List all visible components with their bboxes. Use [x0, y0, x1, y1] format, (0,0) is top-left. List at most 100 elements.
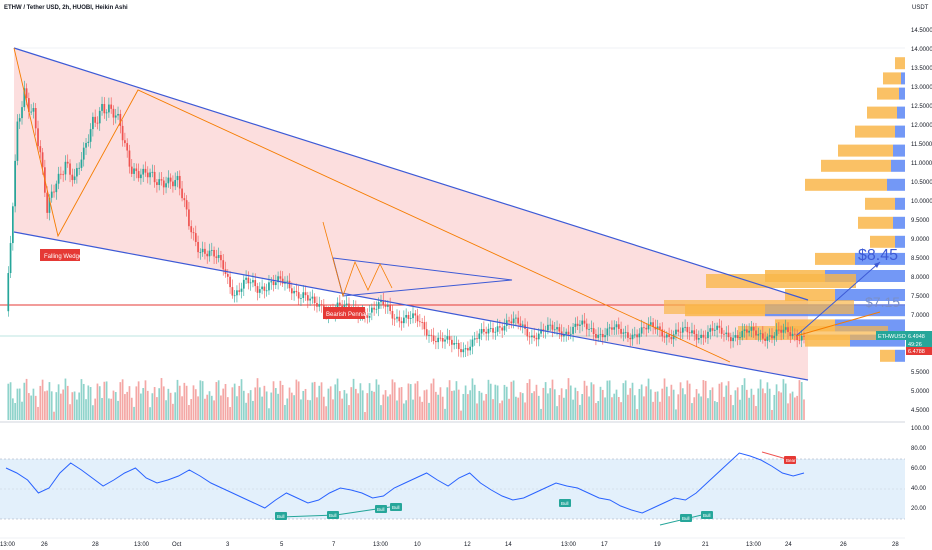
volume-bar	[627, 394, 629, 420]
candle-body	[638, 333, 641, 338]
price-tick-label: 12.5000	[911, 104, 932, 110]
candle-body	[627, 332, 629, 338]
candle-body	[464, 348, 467, 350]
bull-tag	[701, 511, 713, 519]
time-tick-label: 12	[464, 542, 471, 548]
candle-body	[398, 316, 401, 322]
candle-body	[471, 339, 474, 347]
candle-body	[537, 333, 540, 340]
volume-bar	[558, 395, 561, 420]
volume-bar	[597, 401, 600, 420]
bull-tag-label: Bull	[329, 513, 337, 518]
candle-body	[382, 300, 385, 306]
volume-bar	[133, 406, 135, 420]
candle-body	[574, 323, 577, 327]
volume-bar	[181, 396, 183, 420]
volume-bar	[309, 400, 311, 420]
candle-body	[405, 315, 407, 318]
volume-bar	[112, 390, 115, 420]
vp-row-up	[858, 216, 893, 229]
volume-bar	[469, 390, 472, 420]
candle-body	[437, 337, 440, 343]
volume-bar	[519, 392, 522, 420]
price-tick-label: 7.0000	[911, 313, 930, 319]
volume-bar	[457, 389, 460, 420]
volume-bar	[46, 390, 49, 420]
volume-bar	[585, 385, 588, 420]
candle-body	[791, 333, 794, 337]
volume-bar	[178, 385, 181, 420]
volume-bar	[215, 382, 218, 420]
volume-bar	[194, 389, 197, 420]
candle-body	[60, 173, 62, 175]
volume-bar	[544, 382, 547, 420]
volume-bar	[412, 399, 414, 420]
volume-bar	[462, 393, 465, 420]
volume-bar	[313, 381, 316, 420]
candle-body	[297, 292, 300, 299]
candle-body	[87, 141, 90, 144]
bull-tag-label: Bull	[377, 507, 385, 512]
volume-bar	[60, 393, 62, 420]
volume-bar	[14, 402, 17, 420]
candle-body	[128, 150, 131, 167]
candle-body	[597, 334, 600, 338]
volume-bars	[7, 378, 805, 420]
vp-row-down	[901, 72, 905, 85]
volume-bar	[501, 400, 504, 420]
candle-body	[386, 305, 389, 307]
candle-body	[755, 330, 757, 336]
candle-body	[707, 331, 709, 339]
candle-body	[92, 116, 94, 130]
volume-bar	[734, 390, 737, 420]
candle-body	[419, 321, 421, 323]
volume-bar	[304, 388, 307, 420]
candle-body	[487, 328, 490, 334]
falling-wedge-label: Falling Wedge	[44, 254, 83, 260]
candle-body	[501, 327, 504, 331]
volume-bar	[521, 393, 524, 420]
candle-body	[201, 248, 204, 253]
candle-body	[178, 175, 181, 189]
candle-body	[121, 125, 124, 141]
time-tick-label: 26	[840, 542, 847, 548]
symbol-badge-text: ETHWUSDT	[878, 334, 910, 340]
vp-row-down	[895, 349, 905, 362]
candle-body	[130, 166, 133, 174]
volume-bar	[57, 384, 60, 420]
candle-body	[656, 326, 659, 330]
bull-tag	[275, 512, 287, 520]
candle-body	[117, 113, 119, 116]
candle-body	[645, 327, 648, 330]
volume-bar	[249, 390, 252, 420]
volume-bar	[563, 397, 565, 420]
bull-tag-label: Bull	[703, 513, 711, 518]
candle-body	[149, 172, 151, 178]
candle-body	[549, 324, 552, 326]
candle-body	[245, 277, 247, 280]
candle-body	[677, 329, 680, 332]
candle-body	[377, 302, 380, 309]
volume-bar	[771, 409, 773, 420]
candle-body	[71, 174, 74, 181]
candle-body	[206, 253, 209, 257]
vp-row-down	[887, 178, 905, 191]
candle-body	[567, 331, 570, 335]
volume-bar	[142, 388, 145, 420]
volume-bar	[37, 406, 39, 420]
candle-body	[313, 296, 316, 304]
candle-body	[432, 335, 435, 342]
candle-body	[192, 232, 195, 234]
target-arrow-1	[795, 261, 881, 337]
price-tick-label: 8.5000	[911, 256, 930, 262]
volume-bar	[483, 400, 485, 420]
candle-body	[190, 226, 193, 233]
candle-body	[165, 183, 167, 188]
candle-body	[21, 107, 23, 119]
target-label-1: $8.45	[858, 247, 898, 264]
volume-bar	[327, 388, 330, 420]
volume-bar	[293, 395, 295, 420]
volume-bar	[798, 380, 801, 420]
vp-zone	[706, 274, 856, 288]
volume-bar	[229, 407, 231, 420]
